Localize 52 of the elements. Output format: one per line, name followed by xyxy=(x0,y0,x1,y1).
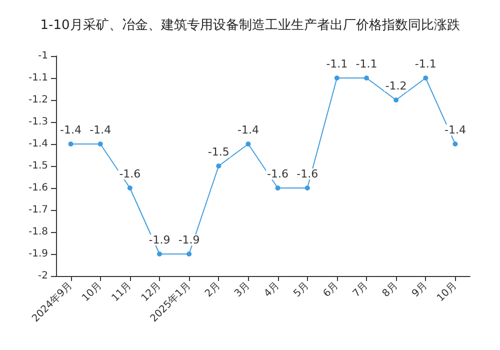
y-tick-label: -1.3 xyxy=(28,116,48,128)
point xyxy=(216,164,222,168)
y-tick-label: -1.7 xyxy=(28,204,48,216)
data-label: -1.6 xyxy=(267,168,289,180)
data-label: -1.1 xyxy=(356,58,378,70)
point xyxy=(452,142,458,146)
y-tick-label: -1 xyxy=(38,50,48,62)
x-tick-label: 10月 xyxy=(435,280,460,304)
point xyxy=(394,98,399,102)
x-tick-label: 10月 xyxy=(80,280,104,304)
point xyxy=(275,186,280,190)
x-tick-label: 2月 xyxy=(203,280,223,300)
x-tick-label: 4月 xyxy=(262,280,282,300)
point xyxy=(334,76,340,80)
x-tick-label: 8月 xyxy=(380,280,400,300)
chart-title: 1-10月采矿、冶金、建筑专用设备制造工业生产者出厂价格指数同比涨跌 xyxy=(40,18,460,33)
x-tick-label: 12月 xyxy=(140,280,164,304)
data-label: -1.2 xyxy=(385,80,407,92)
data-label: -1.4 xyxy=(237,124,259,136)
y-tick-label: -2 xyxy=(38,270,48,282)
x-tick-label: 6月 xyxy=(321,280,341,300)
point xyxy=(157,252,162,256)
x-tick-label: 11月 xyxy=(110,280,134,304)
x-tick-label: 9月 xyxy=(410,280,430,300)
y-tick-label: -1.9 xyxy=(28,248,48,260)
point xyxy=(423,76,428,80)
data-label: -1.9 xyxy=(178,234,200,246)
point xyxy=(68,142,74,146)
point xyxy=(98,142,103,146)
y-tick-label: -1.1 xyxy=(28,72,48,84)
point xyxy=(304,186,310,190)
data-label: -1.1 xyxy=(414,58,436,70)
data-label: -1.6 xyxy=(119,168,141,180)
data-label: -1.1 xyxy=(326,58,348,70)
y-tick-label: -1.4 xyxy=(28,138,48,150)
y-tick-label: -1.8 xyxy=(28,226,48,238)
point xyxy=(246,142,251,146)
point xyxy=(127,186,132,190)
y-tick-label: -1.2 xyxy=(28,94,48,106)
y-tick-label: -1.5 xyxy=(28,160,48,172)
data-label: -1.4 xyxy=(90,124,112,136)
x-tick-label: 7月 xyxy=(351,280,370,300)
data-label: -1.4 xyxy=(444,124,466,136)
x-tick-label: 5月 xyxy=(292,280,312,300)
data-label: -1.5 xyxy=(208,146,230,158)
data-label: -1.4 xyxy=(60,124,82,136)
y-tick-label: -1.6 xyxy=(28,182,48,194)
point xyxy=(186,252,192,256)
data-label: -1.9 xyxy=(148,234,170,246)
data-label: -1.6 xyxy=(296,168,318,180)
x-tick-label: 3月 xyxy=(232,280,252,300)
point xyxy=(364,76,369,80)
